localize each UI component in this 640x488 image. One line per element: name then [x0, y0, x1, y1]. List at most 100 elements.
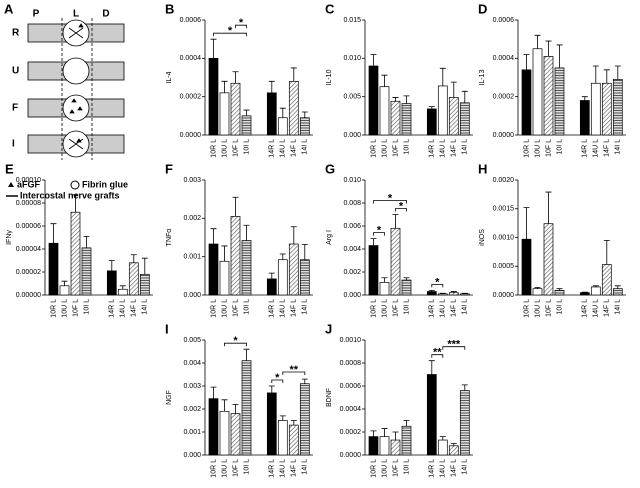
error-bar — [403, 277, 410, 281]
error-bar — [83, 235, 90, 248]
error-bar — [381, 277, 388, 283]
y-tick-label: 0.002 — [343, 269, 361, 276]
x-tick-label: 10I L — [243, 299, 250, 315]
bar — [459, 390, 470, 456]
panel: I NGF 0.000 0.001 0.002 0.003 0.004 0.005 10R L 1… — [165, 321, 313, 478]
region-label: P — [33, 9, 40, 20]
bar — [368, 65, 379, 136]
error-bar — [603, 69, 610, 84]
bar — [230, 82, 241, 136]
x-tick-label: 10U L — [221, 299, 228, 318]
y-tick-label: 0.003 — [183, 177, 201, 184]
bar — [401, 425, 412, 456]
row-label: F — [12, 103, 18, 114]
y-tick-label: 0.008 — [343, 200, 361, 207]
y-axis-label: NGF — [166, 390, 173, 405]
significance-label: * — [377, 225, 382, 237]
x-tick-label: 10U L — [221, 459, 228, 478]
bar — [601, 264, 612, 296]
bar — [368, 436, 379, 456]
bar — [299, 117, 310, 136]
significance-label: * — [435, 276, 440, 288]
significance-bracket — [213, 32, 247, 37]
error-bar — [279, 107, 286, 118]
x-tick-label: 14I L — [302, 299, 309, 315]
x-tick-label: 10R L — [370, 459, 377, 478]
panel: B IL-4 0.0000 0.0002 0.0004 0.0006 10R L 10U L 1… — [165, 1, 313, 158]
bar — [437, 293, 448, 296]
bar — [401, 279, 412, 296]
significance-bracket — [431, 284, 444, 288]
x-tick-label: 10I L — [243, 139, 250, 155]
bar — [401, 103, 412, 136]
bar — [437, 439, 448, 456]
x-tick-label: 10R L — [210, 139, 217, 158]
x-tick-label: 14F L — [291, 459, 298, 477]
error-bar — [210, 38, 217, 59]
panel: G Arg I 0.000 0.002 0.004 0.006 0.008 0.010 10R … — [325, 161, 473, 318]
error-bar — [450, 443, 457, 446]
bar — [208, 398, 219, 456]
bar — [219, 92, 230, 136]
x-tick-label: 14R L — [429, 299, 436, 318]
significance-label: * — [239, 17, 244, 29]
x-tick-label: 14I L — [462, 459, 469, 475]
row-label: I — [12, 139, 15, 150]
y-tick-label: 0.001 — [183, 429, 201, 436]
bar — [543, 223, 554, 296]
x-tick-label: 10I L — [403, 459, 410, 475]
significance-label: ** — [433, 347, 442, 359]
y-tick-label: 0.0002 — [493, 94, 515, 101]
bar — [241, 360, 252, 456]
panel-label: B — [165, 1, 174, 16]
region-label: L — [73, 9, 79, 20]
x-tick-label: 10I L — [556, 139, 563, 155]
legend-label: aFGF — [17, 179, 41, 189]
x-tick-label: 10U L — [534, 139, 541, 158]
x-tick-label: 10R L — [370, 299, 377, 318]
error-bar — [392, 97, 399, 102]
bar — [70, 211, 81, 296]
y-tick-label: 0.002 — [183, 215, 201, 222]
bar — [521, 238, 532, 296]
y-tick-label: 0.003 — [183, 383, 201, 390]
bar — [219, 260, 230, 296]
x-tick-label: 14F L — [451, 139, 458, 157]
significance-bracket — [271, 379, 284, 383]
x-tick-label: 10I L — [243, 459, 250, 475]
x-tick-label: 14I L — [615, 139, 622, 155]
x-tick-label: 10U L — [381, 139, 388, 158]
error-bar — [581, 96, 588, 101]
y-tick-label: 0.00006 — [16, 223, 41, 230]
y-tick-label: 0.000 — [183, 292, 201, 299]
y-tick-label: 0.0010 — [340, 337, 362, 344]
bar — [379, 436, 390, 456]
bar — [117, 288, 128, 296]
x-tick-label: 10F L — [232, 459, 239, 477]
x-tick-label: 10U L — [534, 299, 541, 318]
error-bar — [232, 196, 239, 217]
x-tick-label: 10R L — [523, 299, 530, 318]
error-bar — [556, 288, 563, 291]
y-tick-label: 0.0004 — [340, 406, 362, 413]
y-tick-label: 0.000 — [343, 292, 361, 299]
x-tick-label: 10R L — [523, 139, 530, 158]
error-bar — [50, 223, 57, 244]
error-bar — [439, 292, 446, 294]
error-bar — [61, 280, 68, 286]
panel-label: C — [325, 1, 335, 16]
y-tick-label: 0.000 — [343, 132, 361, 139]
y-tick-label: 0.00010 — [16, 177, 41, 184]
bar — [241, 115, 252, 136]
y-tick-label: 0.0000 — [493, 132, 515, 139]
bar — [437, 85, 448, 136]
y-tick-label: 0.0000 — [340, 452, 362, 459]
error-bar — [392, 214, 399, 229]
error-bar — [403, 420, 410, 427]
error-bar — [428, 360, 435, 375]
bar — [106, 270, 117, 296]
bar — [241, 240, 252, 296]
bar — [426, 291, 437, 296]
bar — [230, 216, 241, 296]
